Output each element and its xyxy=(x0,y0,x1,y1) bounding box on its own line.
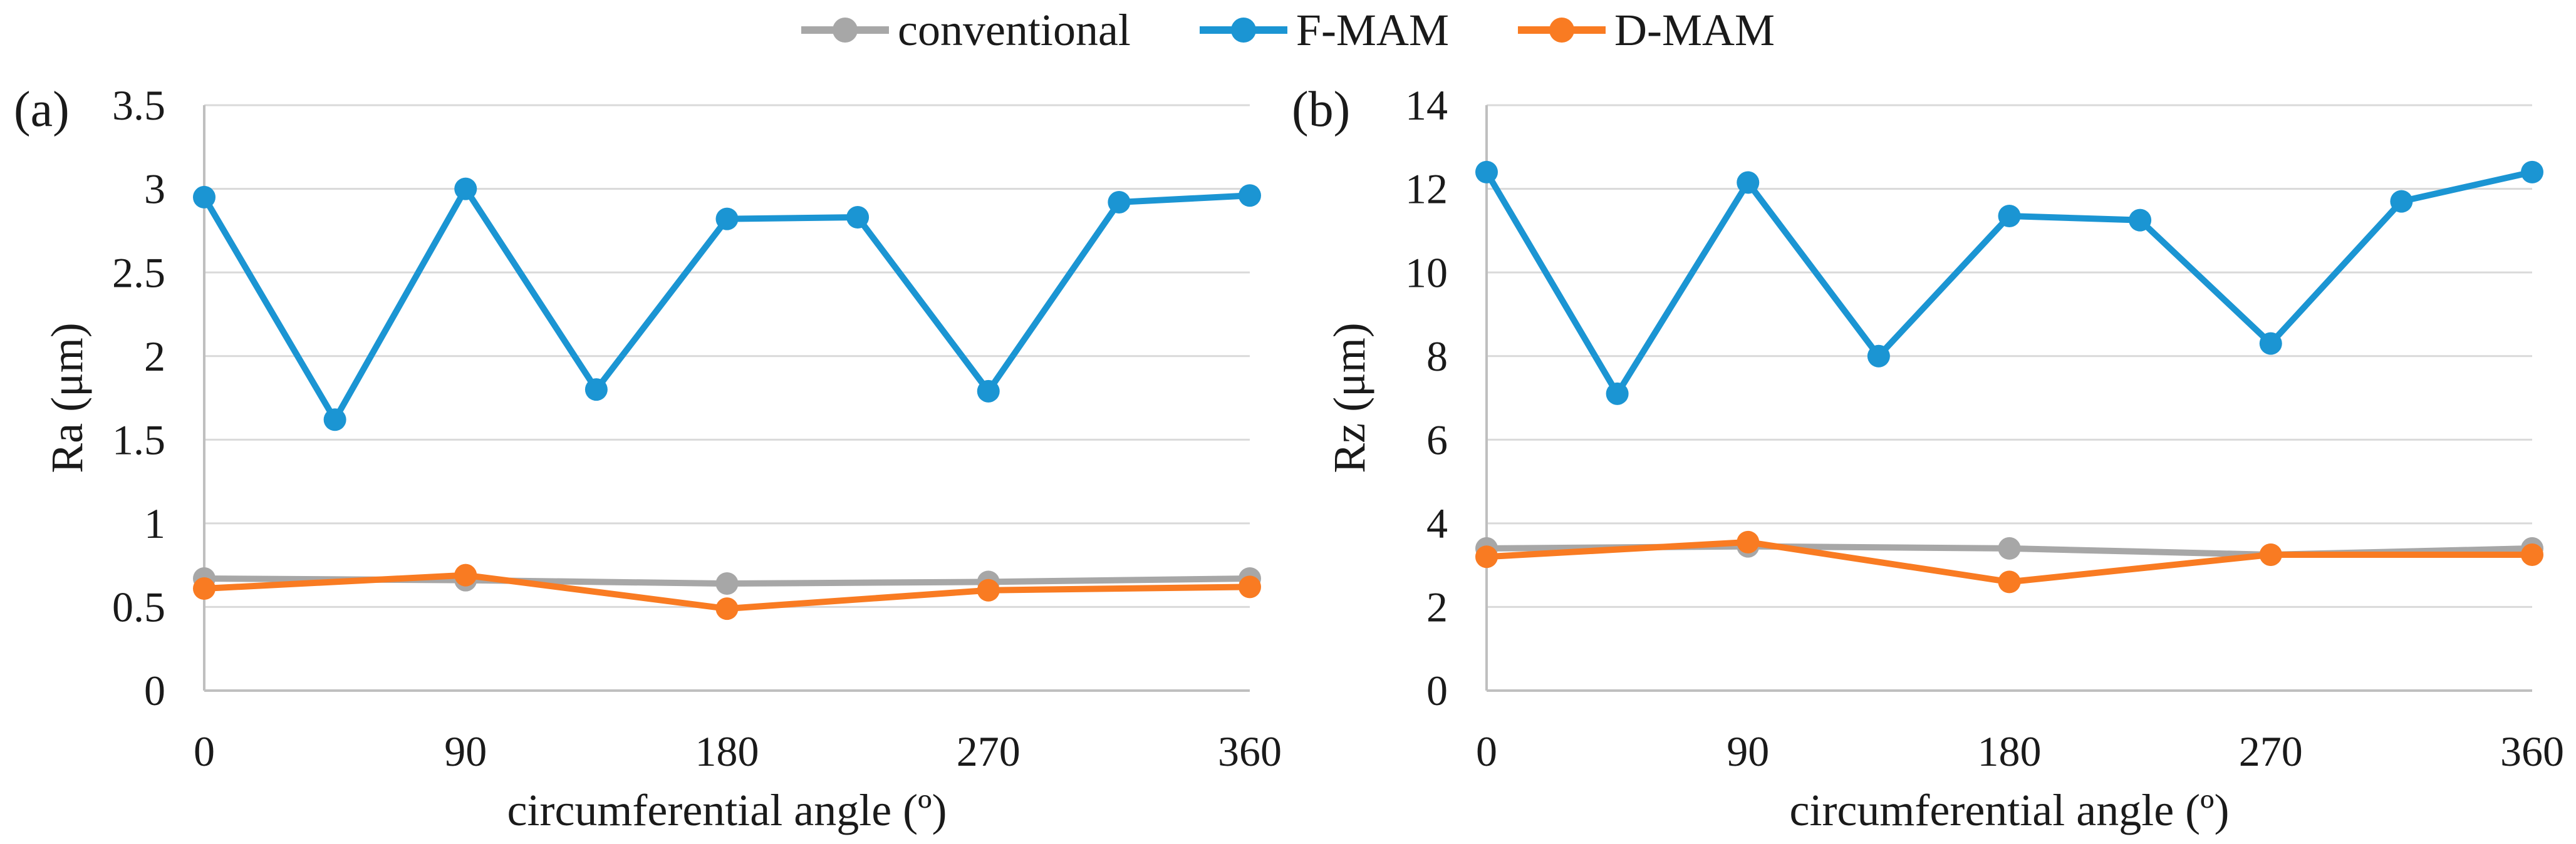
data-point-f-mam xyxy=(2390,190,2413,213)
y-tick-label: 1 xyxy=(144,500,165,547)
y-tick-label: 8 xyxy=(1426,332,1448,380)
data-point-d-mam xyxy=(977,579,1000,602)
x-tick-label: 360 xyxy=(1218,728,1282,775)
data-point-f-mam xyxy=(715,207,739,230)
y-tick-label: 3.5 xyxy=(112,81,165,129)
data-point-d-mam xyxy=(2259,543,2282,566)
y-tick-label: 0 xyxy=(1426,667,1448,714)
y-tick-label: 3 xyxy=(144,165,165,213)
data-point-f-mam xyxy=(1475,160,1498,183)
y-tick-label: 1.5 xyxy=(112,416,165,463)
legend: conventional F-MAM D-MAM xyxy=(0,5,2576,55)
y-axis-title: Ra (μm) xyxy=(42,322,92,473)
panel-label-b: (b) xyxy=(1292,82,1351,137)
data-point-f-mam xyxy=(977,379,1000,403)
data-point-f-mam xyxy=(846,205,870,229)
legend-label-conventional: conventional xyxy=(898,5,1131,55)
y-tick-label: 6 xyxy=(1426,416,1448,463)
x-tick-label: 0 xyxy=(1476,728,1497,775)
line-dot-marker-icon xyxy=(1517,18,1606,43)
x-axis-title: circumferential angle (º) xyxy=(1790,785,2230,835)
data-point-f-mam xyxy=(1108,190,1131,214)
data-point-f-mam xyxy=(323,408,346,431)
legend-label-d-mam: D-MAM xyxy=(1614,5,1775,55)
data-point-f-mam xyxy=(193,185,216,208)
data-point-d-mam xyxy=(715,597,739,620)
line-dot-marker-icon xyxy=(801,18,890,43)
data-point-f-mam xyxy=(1737,171,1760,194)
data-point-f-mam xyxy=(584,378,608,401)
legend-label-f-mam: F-MAM xyxy=(1296,5,1449,55)
x-tick-label: 0 xyxy=(194,728,215,775)
data-point-d-mam xyxy=(1998,570,2021,594)
y-tick-label: 4 xyxy=(1426,500,1448,547)
line-dot-marker-icon xyxy=(1199,18,1287,43)
y-tick-label: 14 xyxy=(1405,81,1448,129)
y-tick-label: 2 xyxy=(1426,584,1448,631)
y-tick-label: 10 xyxy=(1405,249,1448,296)
y-tick-label: 2 xyxy=(144,332,165,380)
data-point-f-mam xyxy=(1867,344,1890,368)
x-tick-label: 90 xyxy=(444,728,487,775)
x-axis-title: circumferential angle (º) xyxy=(507,785,947,835)
y-tick-label: 12 xyxy=(1405,165,1448,213)
data-point-f-mam xyxy=(1606,382,1629,405)
data-point-d-mam xyxy=(1239,575,1261,599)
legend-item-conventional: conventional xyxy=(801,8,1131,53)
data-point-f-mam xyxy=(1998,204,2021,227)
data-point-f-mam xyxy=(454,177,477,200)
legend-item-d-mam: D-MAM xyxy=(1517,5,1775,55)
data-point-f-mam xyxy=(2259,332,2282,355)
y-axis-title: Rz (μm) xyxy=(1324,322,1374,473)
y-tick-label: 2.5 xyxy=(112,249,165,296)
x-tick-label: 270 xyxy=(2239,728,2303,775)
y-tick-label: 0.5 xyxy=(112,584,165,631)
data-point-conventional xyxy=(1998,537,2021,560)
legend-item-f-mam: F-MAM xyxy=(1199,5,1449,55)
x-tick-label: 270 xyxy=(957,728,1021,775)
data-point-d-mam xyxy=(2521,543,2543,566)
data-point-conventional xyxy=(715,572,739,595)
data-point-d-mam xyxy=(193,577,216,600)
x-tick-label: 90 xyxy=(1727,728,1769,775)
y-tick-label: 0 xyxy=(144,667,165,714)
data-point-f-mam xyxy=(1239,184,1261,207)
panel-label-a: (a) xyxy=(14,82,70,137)
data-point-d-mam xyxy=(454,564,477,587)
data-point-d-mam xyxy=(1737,530,1760,553)
data-point-f-mam xyxy=(2129,208,2152,232)
x-tick-label: 180 xyxy=(1978,728,2042,775)
x-tick-label: 360 xyxy=(2500,728,2564,775)
x-tick-label: 180 xyxy=(695,728,759,775)
data-point-f-mam xyxy=(2521,160,2543,183)
data-point-d-mam xyxy=(1475,545,1498,569)
